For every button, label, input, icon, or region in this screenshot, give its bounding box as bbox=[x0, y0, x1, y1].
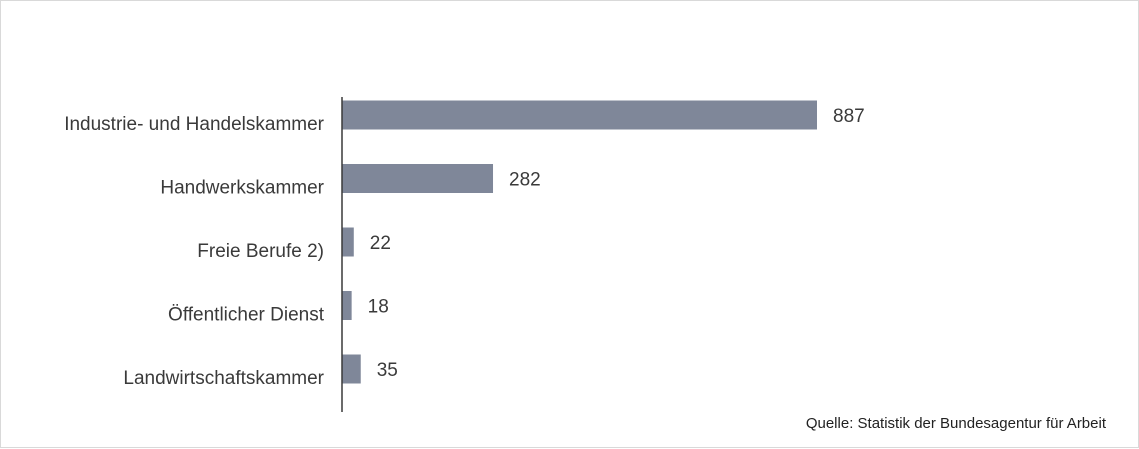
category-label-1: Handwerkskammer bbox=[160, 178, 324, 199]
category-label-2: Freie Berufe 2) bbox=[197, 241, 324, 262]
value-labels-layer: 887 282 22 18 35 bbox=[368, 106, 865, 381]
source-note: Quelle: Statistik der Bundesagentur für … bbox=[805, 415, 1106, 432]
bar-1 bbox=[342, 164, 494, 193]
category-label-4: Landwirtschaftskammer bbox=[123, 368, 324, 389]
bar-2 bbox=[342, 227, 354, 257]
value-label-4: 35 bbox=[377, 360, 398, 381]
bars-layer bbox=[342, 100, 817, 384]
value-label-2: 22 bbox=[370, 233, 391, 254]
value-label-3: 18 bbox=[368, 297, 389, 318]
bar-3 bbox=[342, 291, 352, 320]
bar-4 bbox=[342, 354, 361, 384]
bar-0 bbox=[342, 100, 817, 130]
category-labels-layer: Industrie- und Handelskammer Handwerkskam… bbox=[64, 114, 325, 389]
category-label-0: Industrie- und Handelskammer bbox=[64, 114, 324, 135]
value-label-0: 887 bbox=[833, 106, 865, 127]
value-label-1: 282 bbox=[509, 170, 541, 191]
category-label-3: Öffentlicher Dienst bbox=[168, 305, 325, 326]
